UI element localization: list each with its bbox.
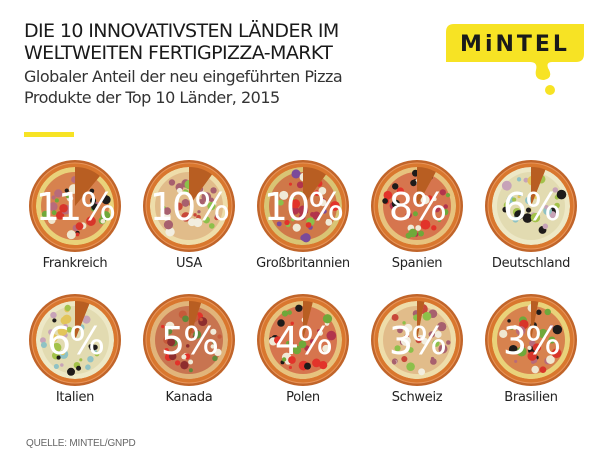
pizza-remaining-share xyxy=(263,301,342,379)
country-label: Italien xyxy=(55,390,95,405)
country-label: USA xyxy=(175,256,202,271)
pizza-missing-slice xyxy=(531,301,539,340)
title-line-1: DIE 10 INNOVATIVSTEN LÄNDER IM xyxy=(24,20,339,42)
pizza-item: 3% Brasilien xyxy=(474,292,588,405)
value-label: 10% xyxy=(150,185,229,229)
title-line-2: WELTWEITEN FERTIGPIZZA-MARKT xyxy=(24,42,333,64)
value-label: 3% xyxy=(389,319,446,363)
value-label: 10% xyxy=(264,185,343,229)
pizza-remaining-share xyxy=(492,301,570,379)
pizza-pie-chart: 6% xyxy=(485,160,577,252)
pizza-missing-slice xyxy=(189,301,202,340)
country-label: Spanien xyxy=(391,256,443,271)
value-label: 6% xyxy=(47,319,104,363)
subtitle-line-1: Globaler Anteil der neu eingeführten Piz… xyxy=(24,67,343,86)
pizza-item: 10% Großbritannien xyxy=(246,158,360,271)
pizza-item: 11% Frankreich xyxy=(18,158,132,271)
pizza-pie-chart: 10% xyxy=(257,160,349,252)
source-note: QUELLE: MINTEL/GNPD xyxy=(26,438,136,449)
logo-bubble-dot xyxy=(545,85,555,95)
country-label: Polen xyxy=(286,390,320,405)
pizza-pie-chart: 4% xyxy=(257,294,349,386)
chart-subtitle: Globaler Anteil der neu eingeführten Piz… xyxy=(24,66,343,108)
pizza-item: 5% Kanada xyxy=(132,292,246,405)
pizza-item: 4% Polen xyxy=(246,292,360,405)
pizza-item: 6% Italien xyxy=(18,292,132,405)
pizza-pie-chart: 10% xyxy=(143,160,235,252)
pizza-pie-chart: 5% xyxy=(143,294,235,386)
country-label: Großbritannien xyxy=(256,256,350,271)
pizza-pie-chart: 8% xyxy=(371,160,463,252)
pizza-missing-slice xyxy=(189,167,212,206)
mintel-logo: MiNTEL xyxy=(446,24,584,95)
country-label: Frankreich xyxy=(42,256,108,271)
pizza-missing-slice xyxy=(417,301,425,340)
value-label: 11% xyxy=(36,185,115,229)
pizza-pie-chart: 11% xyxy=(29,160,121,252)
chart-title: DIE 10 INNOVATIVSTEN LÄNDER IM WELTWEITE… xyxy=(24,20,339,64)
pizza-item: 8% Spanien xyxy=(360,158,474,271)
pizza-item: 3% Schweiz xyxy=(360,292,474,405)
subtitle-line-2: Produkte der Top 10 Länder, 2015 xyxy=(24,88,280,107)
pizza-remaining-share xyxy=(378,167,456,245)
pizza-missing-slice xyxy=(303,167,326,206)
pizza-missing-slice xyxy=(75,167,100,206)
value-label: 4% xyxy=(275,319,332,363)
pizza-pie-chart: 3% xyxy=(371,294,463,386)
country-label: Deutschland xyxy=(491,256,571,271)
pizza-pie-chart: 3% xyxy=(485,294,577,386)
pizza-item: 6% Deutschland xyxy=(474,158,588,271)
value-label: 6% xyxy=(503,185,560,229)
logo-text: MiNTEL xyxy=(460,32,570,57)
pizza-missing-slice xyxy=(303,301,313,340)
accent-bar xyxy=(24,132,74,137)
pizza-pie-chart: 6% xyxy=(29,294,121,386)
country-label: Schweiz xyxy=(391,390,443,405)
logo-speech-bubble xyxy=(446,24,584,80)
value-label: 3% xyxy=(503,319,560,363)
country-label: Brasilien xyxy=(504,390,558,405)
country-label: Kanada xyxy=(165,390,213,405)
pizza-missing-slice xyxy=(417,167,436,206)
value-label: 8% xyxy=(389,185,446,229)
value-label: 5% xyxy=(161,319,218,363)
pizza-remaining-share xyxy=(36,167,114,245)
pizza-missing-slice xyxy=(531,167,546,206)
pizza-missing-slice xyxy=(75,301,90,340)
pizza-item: 10% USA xyxy=(132,158,246,271)
